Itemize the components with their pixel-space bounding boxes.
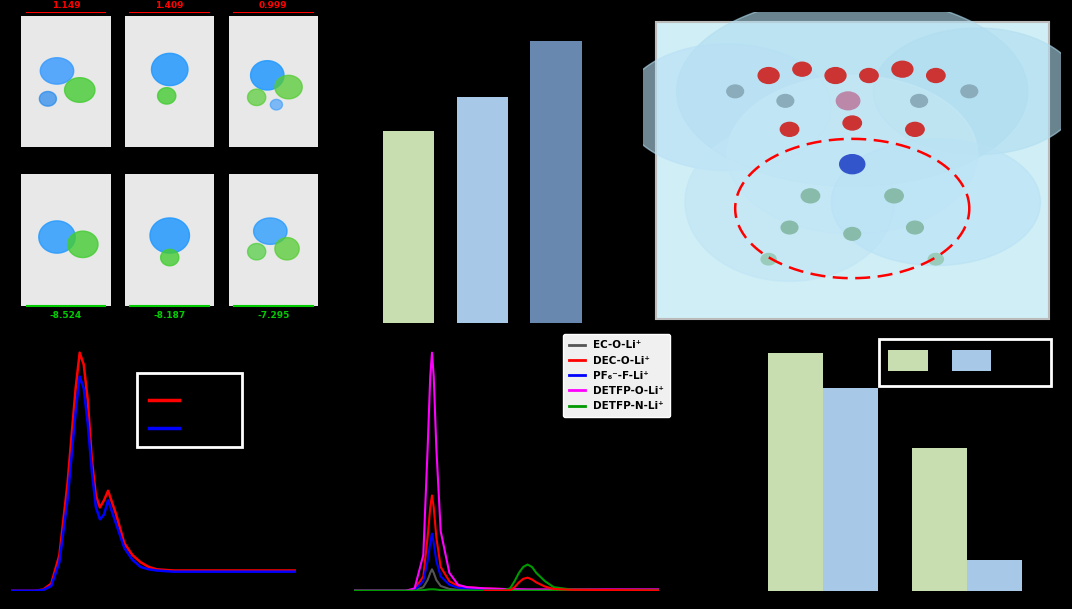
Circle shape <box>761 253 776 265</box>
Circle shape <box>836 92 860 110</box>
Polygon shape <box>68 231 98 258</box>
Polygon shape <box>251 61 284 90</box>
Circle shape <box>727 85 744 97</box>
Bar <box>768 353 823 591</box>
FancyBboxPatch shape <box>21 174 110 306</box>
Bar <box>823 389 878 591</box>
FancyBboxPatch shape <box>656 22 1048 319</box>
Polygon shape <box>151 54 188 86</box>
Bar <box>912 448 967 591</box>
Circle shape <box>777 94 793 107</box>
Bar <box>457 97 508 323</box>
Bar <box>383 131 434 323</box>
Text: 1.149: 1.149 <box>51 1 80 10</box>
Bar <box>531 41 582 323</box>
Circle shape <box>892 62 913 77</box>
FancyBboxPatch shape <box>21 16 110 147</box>
Polygon shape <box>623 44 832 171</box>
Polygon shape <box>676 0 1028 186</box>
Circle shape <box>907 221 923 234</box>
Polygon shape <box>274 76 302 99</box>
Circle shape <box>793 62 812 76</box>
Polygon shape <box>158 88 176 104</box>
Polygon shape <box>161 249 179 266</box>
Polygon shape <box>248 244 266 260</box>
FancyBboxPatch shape <box>137 373 242 447</box>
Polygon shape <box>41 58 74 84</box>
FancyBboxPatch shape <box>228 16 318 147</box>
Text: -8.187: -8.187 <box>153 311 185 320</box>
Circle shape <box>906 122 924 136</box>
Circle shape <box>884 189 904 203</box>
FancyBboxPatch shape <box>125 16 214 147</box>
Circle shape <box>843 116 862 130</box>
FancyBboxPatch shape <box>952 350 992 371</box>
Polygon shape <box>254 218 287 244</box>
Circle shape <box>825 68 846 83</box>
FancyBboxPatch shape <box>125 174 214 306</box>
Circle shape <box>844 228 861 240</box>
FancyBboxPatch shape <box>228 174 318 306</box>
Polygon shape <box>832 139 1040 266</box>
Text: -8.524: -8.524 <box>50 311 83 320</box>
FancyBboxPatch shape <box>889 350 928 371</box>
Text: -7.295: -7.295 <box>257 311 289 320</box>
FancyBboxPatch shape <box>879 339 1052 387</box>
Polygon shape <box>685 123 894 281</box>
Polygon shape <box>248 89 266 105</box>
Text: 1.409: 1.409 <box>155 1 184 10</box>
Circle shape <box>801 189 820 203</box>
Circle shape <box>839 155 865 174</box>
Circle shape <box>860 69 878 82</box>
Polygon shape <box>727 76 978 234</box>
Polygon shape <box>150 218 190 253</box>
Circle shape <box>926 69 946 82</box>
Circle shape <box>928 253 943 265</box>
Polygon shape <box>270 99 282 110</box>
Polygon shape <box>40 91 57 106</box>
Circle shape <box>911 94 927 107</box>
Polygon shape <box>874 28 1072 155</box>
Legend: EC-O-Li⁺, DEC-O-Li⁺, PF₆⁻-F-Li⁺, DETFP-O-Li⁺, DETFP-N-Li⁺: EC-O-Li⁺, DEC-O-Li⁺, PF₆⁻-F-Li⁺, DETFP-O… <box>563 334 670 417</box>
Polygon shape <box>274 238 299 260</box>
Polygon shape <box>64 78 95 102</box>
Circle shape <box>758 68 779 83</box>
Text: 0.999: 0.999 <box>259 1 287 10</box>
Circle shape <box>781 221 798 234</box>
Bar <box>967 560 1023 591</box>
Polygon shape <box>39 221 75 253</box>
Circle shape <box>961 85 978 97</box>
Circle shape <box>780 122 799 136</box>
